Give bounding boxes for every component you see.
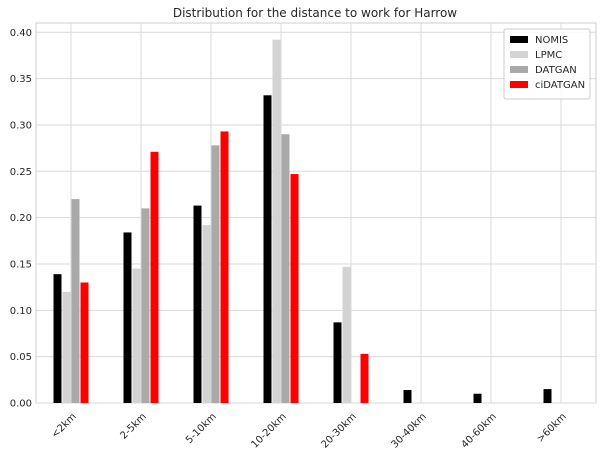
chart-title: Distribution for the distance to work fo…	[173, 6, 457, 20]
bar-datgan	[281, 134, 290, 403]
bar-cidatgan	[290, 174, 299, 403]
bar-nomis	[193, 205, 202, 403]
bar-cidatgan	[360, 353, 369, 403]
y-tick-label: 0.35	[10, 74, 32, 85]
bar-datgan	[141, 208, 150, 403]
y-tick-label: 0.25	[10, 167, 32, 178]
legend-label-nomis: NOMIS	[535, 35, 568, 46]
bar-lpmc	[202, 225, 211, 403]
legend-label-cidatgan: ciDATGAN	[535, 80, 585, 91]
bar-nomis	[123, 232, 132, 403]
x-tick-label: 2-5km	[118, 411, 148, 441]
bar-datgan	[71, 199, 80, 403]
y-tick-label: 0.30	[10, 120, 32, 131]
y-tick-label: 0.20	[10, 213, 32, 224]
x-tick-label: >60km	[535, 411, 569, 445]
x-tick-label: 10-20km	[249, 411, 288, 450]
bar-lpmc	[272, 39, 281, 404]
bar-cidatgan	[150, 151, 159, 403]
bar-cidatgan	[80, 282, 89, 403]
legend-label-datgan: DATGAN	[535, 65, 577, 76]
x-tick-label: 30-40km	[389, 411, 428, 450]
bar-nomis	[403, 390, 412, 403]
y-tick-label: 0.05	[10, 352, 32, 363]
bar-lpmc	[342, 266, 351, 403]
x-tick-label: 20-30km	[319, 411, 358, 450]
legend: NOMIS LPMC DATGAN ciDATGAN	[503, 28, 591, 100]
bar-nomis	[53, 274, 62, 403]
bar-nomis	[333, 322, 342, 403]
y-tick-label: 0.15	[10, 259, 32, 270]
bar-lpmc	[132, 268, 141, 403]
bar-nomis	[263, 95, 272, 403]
bar-nomis	[473, 393, 482, 403]
bars	[53, 39, 552, 404]
bar-lpmc	[62, 291, 71, 403]
bar-nomis	[543, 389, 552, 403]
y-tick-label: 0.10	[10, 306, 32, 317]
y-axis: 0.00 0.05 0.10 0.15 0.20 0.25 0.30 0.35 0.40	[10, 28, 32, 410]
legend-swatch-cidatgan	[510, 81, 528, 88]
legend-label-lpmc: LPMC	[535, 50, 562, 61]
y-tick-label: 0.40	[10, 28, 32, 39]
y-tick-label: 0.00	[10, 399, 32, 410]
x-axis: <2km 2-5km 5-10km 10-20km 20-30km 30-40km 40-6…	[50, 411, 569, 450]
bar-cidatgan	[220, 131, 229, 403]
legend-swatch-lpmc	[510, 51, 528, 58]
bar-datgan	[211, 145, 220, 403]
legend-swatch-datgan	[510, 66, 528, 73]
x-tick-label: 5-10km	[184, 411, 219, 446]
x-tick-label: 40-60km	[459, 411, 498, 450]
legend-swatch-nomis	[510, 36, 528, 43]
x-tick-label: <2km	[50, 411, 79, 440]
